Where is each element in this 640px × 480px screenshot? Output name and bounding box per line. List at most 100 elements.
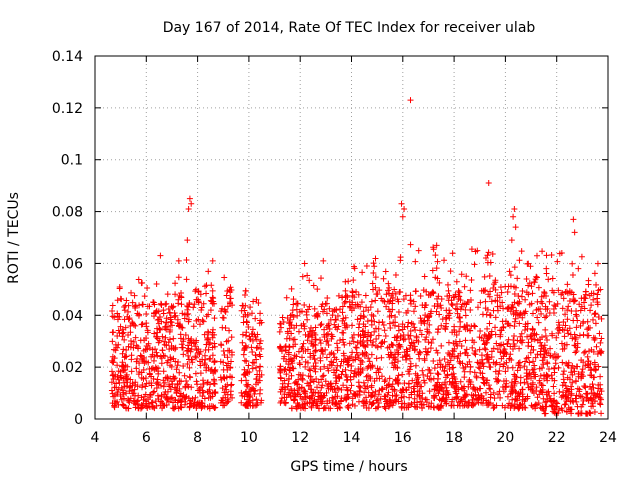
- data-point: [138, 321, 145, 328]
- data-point: [207, 367, 214, 374]
- data-point: [246, 333, 253, 340]
- data-point: [332, 316, 339, 323]
- data-point: [477, 369, 484, 376]
- data-point-peak: [185, 205, 192, 212]
- data-point: [411, 324, 418, 331]
- data-point: [281, 377, 288, 384]
- data-point: [441, 257, 448, 264]
- data-point: [228, 381, 235, 388]
- data-point: [294, 300, 301, 307]
- data-point: [181, 315, 188, 322]
- data-point: [471, 369, 478, 376]
- data-point: [531, 362, 538, 369]
- data-point: [279, 383, 286, 390]
- data-point: [405, 319, 412, 326]
- data-point: [500, 363, 507, 370]
- data-point: [176, 392, 183, 399]
- data-point: [300, 320, 307, 327]
- data-point: [519, 337, 526, 344]
- data-point: [387, 324, 394, 331]
- data-point: [185, 345, 192, 352]
- data-point: [283, 294, 290, 301]
- data-point: [169, 304, 176, 311]
- data-point: [225, 337, 232, 344]
- data-point: [351, 265, 358, 272]
- data-point: [306, 328, 313, 335]
- data-point: [347, 376, 354, 383]
- data-point: [227, 295, 234, 302]
- data-point: [501, 404, 508, 411]
- data-point: [197, 321, 204, 328]
- data-point: [247, 336, 254, 343]
- data-point: [365, 307, 372, 314]
- data-point: [596, 330, 603, 337]
- data-point: [306, 277, 313, 284]
- data-point: [471, 261, 478, 268]
- data-point: [163, 402, 170, 409]
- data-point: [174, 387, 181, 394]
- data-point: [370, 313, 377, 320]
- data-point: [528, 383, 535, 390]
- data-point: [592, 335, 599, 342]
- data-point: [350, 277, 357, 284]
- data-point: [490, 405, 497, 412]
- data-point: [359, 339, 366, 346]
- data-point: [543, 403, 550, 410]
- data-point: [430, 358, 437, 365]
- data-point: [541, 290, 548, 297]
- data-point: [167, 318, 174, 325]
- data-point: [310, 352, 317, 359]
- data-point: [554, 300, 561, 307]
- data-point: [422, 336, 429, 343]
- data-point: [341, 299, 348, 306]
- data-point: [395, 308, 402, 315]
- data-point: [348, 367, 355, 374]
- data-point: [391, 359, 398, 366]
- data-point: [159, 400, 166, 407]
- data-point: [488, 298, 495, 305]
- data-point: [515, 360, 522, 367]
- data-point: [178, 404, 185, 411]
- data-point: [355, 369, 362, 376]
- data-point: [381, 327, 388, 334]
- data-point: [150, 389, 157, 396]
- data-point: [399, 371, 406, 378]
- data-point: [417, 327, 424, 334]
- data-point: [522, 404, 529, 411]
- data-point: [548, 372, 555, 379]
- data-point: [410, 308, 417, 315]
- data-point: [445, 287, 452, 294]
- data-point: [324, 330, 331, 337]
- data-point: [565, 330, 572, 337]
- data-point: [277, 363, 284, 370]
- data-point: [586, 292, 593, 299]
- data-point: [174, 320, 181, 327]
- data-point: [410, 321, 417, 328]
- data-point: [462, 391, 469, 398]
- data-point: [378, 373, 385, 380]
- data-point: [511, 332, 518, 339]
- data-point: [565, 388, 572, 395]
- data-point: [162, 334, 169, 341]
- data-point: [302, 358, 309, 365]
- data-point: [254, 371, 261, 378]
- data-point: [512, 284, 519, 291]
- data-point: [467, 306, 474, 313]
- data-point: [310, 282, 317, 289]
- data-point: [335, 292, 342, 299]
- data-point: [545, 276, 552, 283]
- data-point: [588, 390, 595, 397]
- data-point: [425, 348, 432, 355]
- data-point: [207, 394, 214, 401]
- data-point: [401, 349, 408, 356]
- data-point: [143, 323, 150, 330]
- data-point: [368, 332, 375, 339]
- data-point: [315, 379, 322, 386]
- data-point: [426, 388, 433, 395]
- data-point: [512, 373, 519, 380]
- data-point: [514, 393, 521, 400]
- data-point: [307, 395, 314, 402]
- data-point: [563, 385, 570, 392]
- data-point: [461, 374, 468, 381]
- data-point: [527, 349, 534, 356]
